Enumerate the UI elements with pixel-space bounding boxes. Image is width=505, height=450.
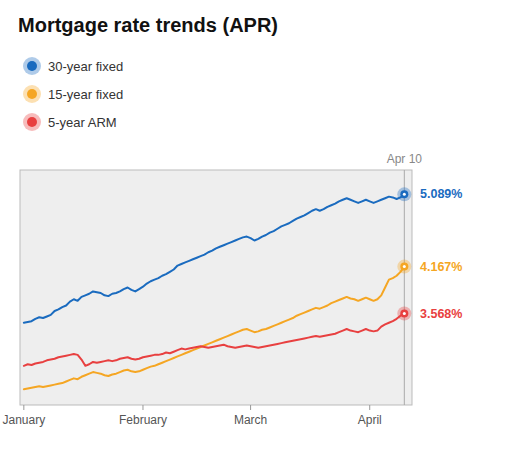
x-tick-label: February: [119, 413, 167, 427]
series-line: [24, 267, 404, 390]
end-marker: [397, 187, 411, 201]
end-marker-dot: [400, 310, 408, 318]
legend-swatch-halo: [23, 113, 41, 131]
x-tick: [142, 405, 143, 410]
legend-swatch: [27, 61, 37, 71]
end-marker-halo: [397, 187, 411, 201]
chart: Mortgage rate trends (APR) 30-year fixed 1…: [0, 0, 505, 450]
legend-label: 15-year fixed: [48, 87, 123, 102]
end-marker-dot: [400, 190, 408, 198]
legend-swatch: [27, 117, 37, 127]
legend-label: 5-year ARM: [48, 115, 117, 130]
legend-label: 30-year fixed: [48, 59, 123, 74]
legend-swatch-halo: [23, 57, 41, 75]
annotation-label: Apr 10: [387, 152, 423, 166]
legend-swatch: [27, 89, 37, 99]
end-marker-halo: [397, 307, 411, 321]
end-marker-halo: [397, 260, 411, 274]
x-tick-label: April: [358, 413, 382, 427]
end-marker-center: [403, 312, 406, 315]
title: Mortgage rate trends (APR): [18, 14, 278, 36]
plot-area: [20, 170, 412, 405]
end-marker: [397, 307, 411, 321]
data-label: 5.089%: [420, 187, 462, 201]
x-tick-label: March: [234, 413, 267, 427]
legend: 30-year fixed 15-year fixed 5-year ARM: [23, 57, 123, 131]
end-marker: [397, 260, 411, 274]
x-tick-label: January: [2, 413, 45, 427]
data-label: 3.568%: [420, 307, 462, 321]
data-label: 4.167%: [420, 260, 462, 274]
x-tick: [250, 405, 251, 410]
x-tick: [23, 405, 24, 410]
legend-swatch-halo: [23, 85, 41, 103]
end-marker-center: [403, 265, 406, 268]
annotation-line: [404, 170, 405, 405]
end-marker-dot: [400, 263, 408, 271]
end-marker-center: [403, 193, 406, 196]
series-line: [24, 314, 404, 366]
plot-marks: [24, 170, 411, 405]
x-tick: [369, 405, 370, 410]
series-line: [24, 194, 404, 322]
